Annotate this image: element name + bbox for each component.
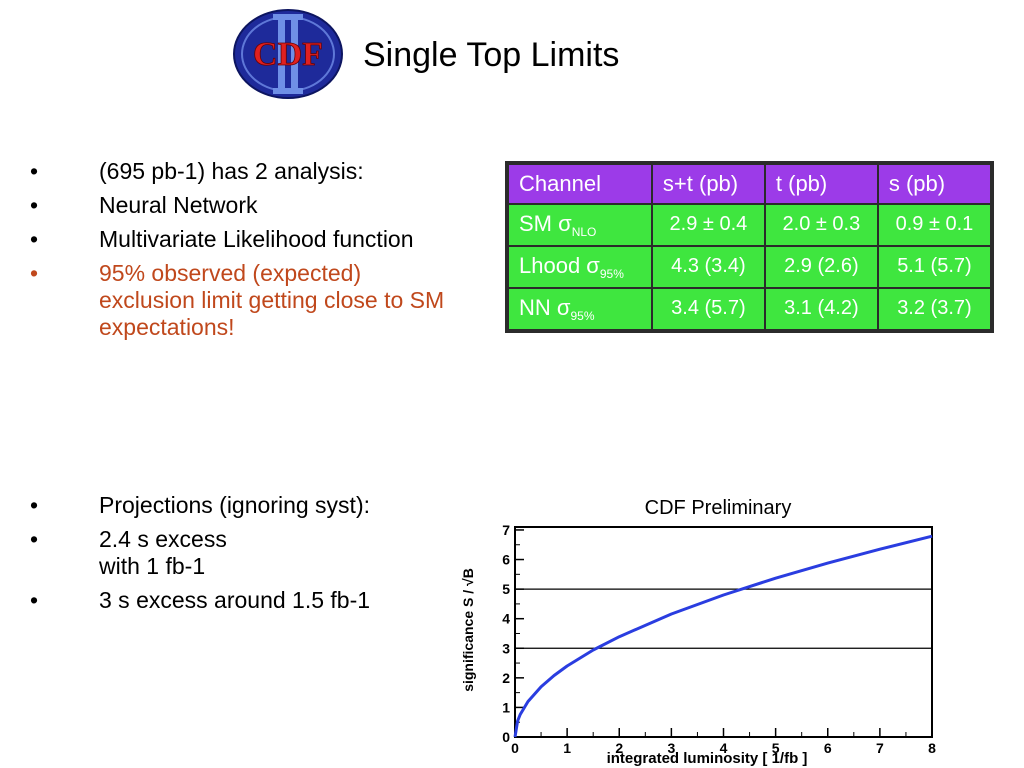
table-cell: 2.0 ± 0.3: [763, 202, 879, 247]
table-cell: 3.2 (3.7): [876, 286, 994, 333]
x-tick-label: 7: [876, 740, 884, 756]
bullet-text: Projections (ignoring syst):: [99, 492, 370, 518]
bullet-item-highlight: • 95% observed (expected) exclusion limit…: [26, 260, 456, 341]
table-cell: 4.3 (3.4): [650, 244, 766, 289]
x-tick-label: 4: [720, 740, 728, 756]
bullet-dot: •: [30, 192, 39, 218]
table-cell: 5.1 (5.7): [876, 244, 994, 289]
table-cell-channel: Lhood σ95%: [506, 244, 653, 289]
bullet-text: 95% observed (expected) exclusion limit …: [99, 260, 445, 340]
chart-title: CDF Preliminary: [645, 497, 792, 519]
slide-title: Single Top Limits: [363, 36, 620, 74]
y-tick-label: 7: [502, 522, 510, 538]
bullet-item: • 3 s excess around 1.5 fb-1: [26, 587, 466, 614]
bullet-dot: •: [30, 526, 39, 552]
table-cell: 3.1 (4.2): [763, 286, 879, 333]
y-tick-label: 5: [502, 581, 510, 597]
bullet-text-line2: with 1 fb-1: [99, 553, 206, 579]
table-header: s (pb): [876, 162, 994, 205]
table-cell: 3.4 (5.7): [650, 286, 766, 333]
table-header: Channel: [506, 162, 653, 205]
significance-chart: CDF Preliminary 0 1 2 3 4 5 6 7 8 0 1 2 3 4 5 6 7 integr…: [460, 497, 936, 767]
x-tick-label: 6: [824, 740, 832, 756]
bullet-dot: •: [30, 226, 39, 252]
channel-subscript: 95%: [599, 266, 624, 281]
x-tick-label: 5: [772, 740, 780, 756]
x-tick-label: 8: [928, 740, 936, 756]
y-tick-label: 2: [502, 670, 510, 686]
table-row: Lhood σ95% 4.3 (3.4) 2.9 (2.6) 5.1 (5.7): [506, 244, 994, 289]
y-tick-label: 4: [502, 611, 510, 627]
x-tick-label: 1: [563, 740, 571, 756]
bullet-list-analysis: • (695 pb-1) has 2 analysis: • Neural Netw…: [26, 158, 456, 348]
bullet-dot: •: [30, 158, 39, 184]
plot-frame: [514, 526, 933, 738]
bullet-dot: •: [30, 587, 39, 613]
bullet-text: (695 pb-1) has 2 analysis:: [99, 158, 364, 184]
bullet-item: • Projections (ignoring syst):: [26, 492, 466, 519]
bullet-item: • (695 pb-1) has 2 analysis:: [26, 158, 456, 185]
channel-subscript: 95%: [570, 308, 595, 323]
x-tick-label: 3: [667, 740, 675, 756]
y-tick-label: 1: [502, 699, 510, 715]
channel-label: Lhood σ: [519, 252, 600, 278]
bullet-text: Neural Network: [99, 192, 258, 218]
table-header: t (pb): [763, 162, 879, 205]
bullet-text: 2.4 s excess: [99, 526, 227, 552]
cdf-logo: CDF: [233, 9, 343, 99]
table-cell-channel: NN σ95%: [506, 286, 653, 333]
limits-table: Channel s+t (pb) t (pb) s (pb) SM σNLO 2…: [505, 161, 994, 333]
bullet-dot: •: [30, 260, 39, 286]
y-tick-label: 6: [502, 552, 510, 568]
table-cell: 2.9 (2.6): [763, 244, 879, 289]
bullet-item: • 2.4 s excess with 1 fb-1: [26, 526, 466, 580]
x-axis-label: integrated luminosity [ 1/fb ]: [607, 750, 808, 767]
channel-label: SM σ: [519, 210, 572, 236]
x-tick-label: 0: [511, 740, 519, 756]
bullet-item: • Multivariate Likelihood function: [26, 226, 456, 253]
table-row: SM σNLO 2.9 ± 0.4 2.0 ± 0.3 0.9 ± 0.1: [506, 202, 994, 247]
channel-subscript: NLO: [571, 224, 597, 239]
channel-label: NN σ: [519, 294, 571, 320]
table-row: NN σ95% 3.4 (5.7) 3.1 (4.2) 3.2 (3.7): [506, 286, 994, 333]
bullet-list-projections: • Projections (ignoring syst): • 2.4 s exc…: [26, 492, 466, 621]
logo-text: CDF: [253, 36, 323, 73]
y-tick-label: 3: [502, 640, 510, 656]
table-cell: 2.9 ± 0.4: [650, 202, 766, 247]
bullet-text: 3 s excess around 1.5 fb-1: [99, 587, 371, 613]
y-axis-label: significance S / √B: [460, 568, 476, 692]
series-line: [513, 534, 933, 738]
bullet-dot: •: [30, 492, 39, 518]
table-header-row: Channel s+t (pb) t (pb) s (pb): [506, 162, 994, 205]
bullet-item: • Neural Network: [26, 192, 456, 219]
table-cell: 0.9 ± 0.1: [876, 202, 994, 247]
table-header: s+t (pb): [650, 162, 766, 205]
x-tick-label: 2: [615, 740, 623, 756]
bullet-text: Multivariate Likelihood function: [99, 226, 414, 252]
table-cell-channel: SM σNLO: [506, 202, 653, 247]
y-tick-label: 0: [502, 729, 510, 745]
